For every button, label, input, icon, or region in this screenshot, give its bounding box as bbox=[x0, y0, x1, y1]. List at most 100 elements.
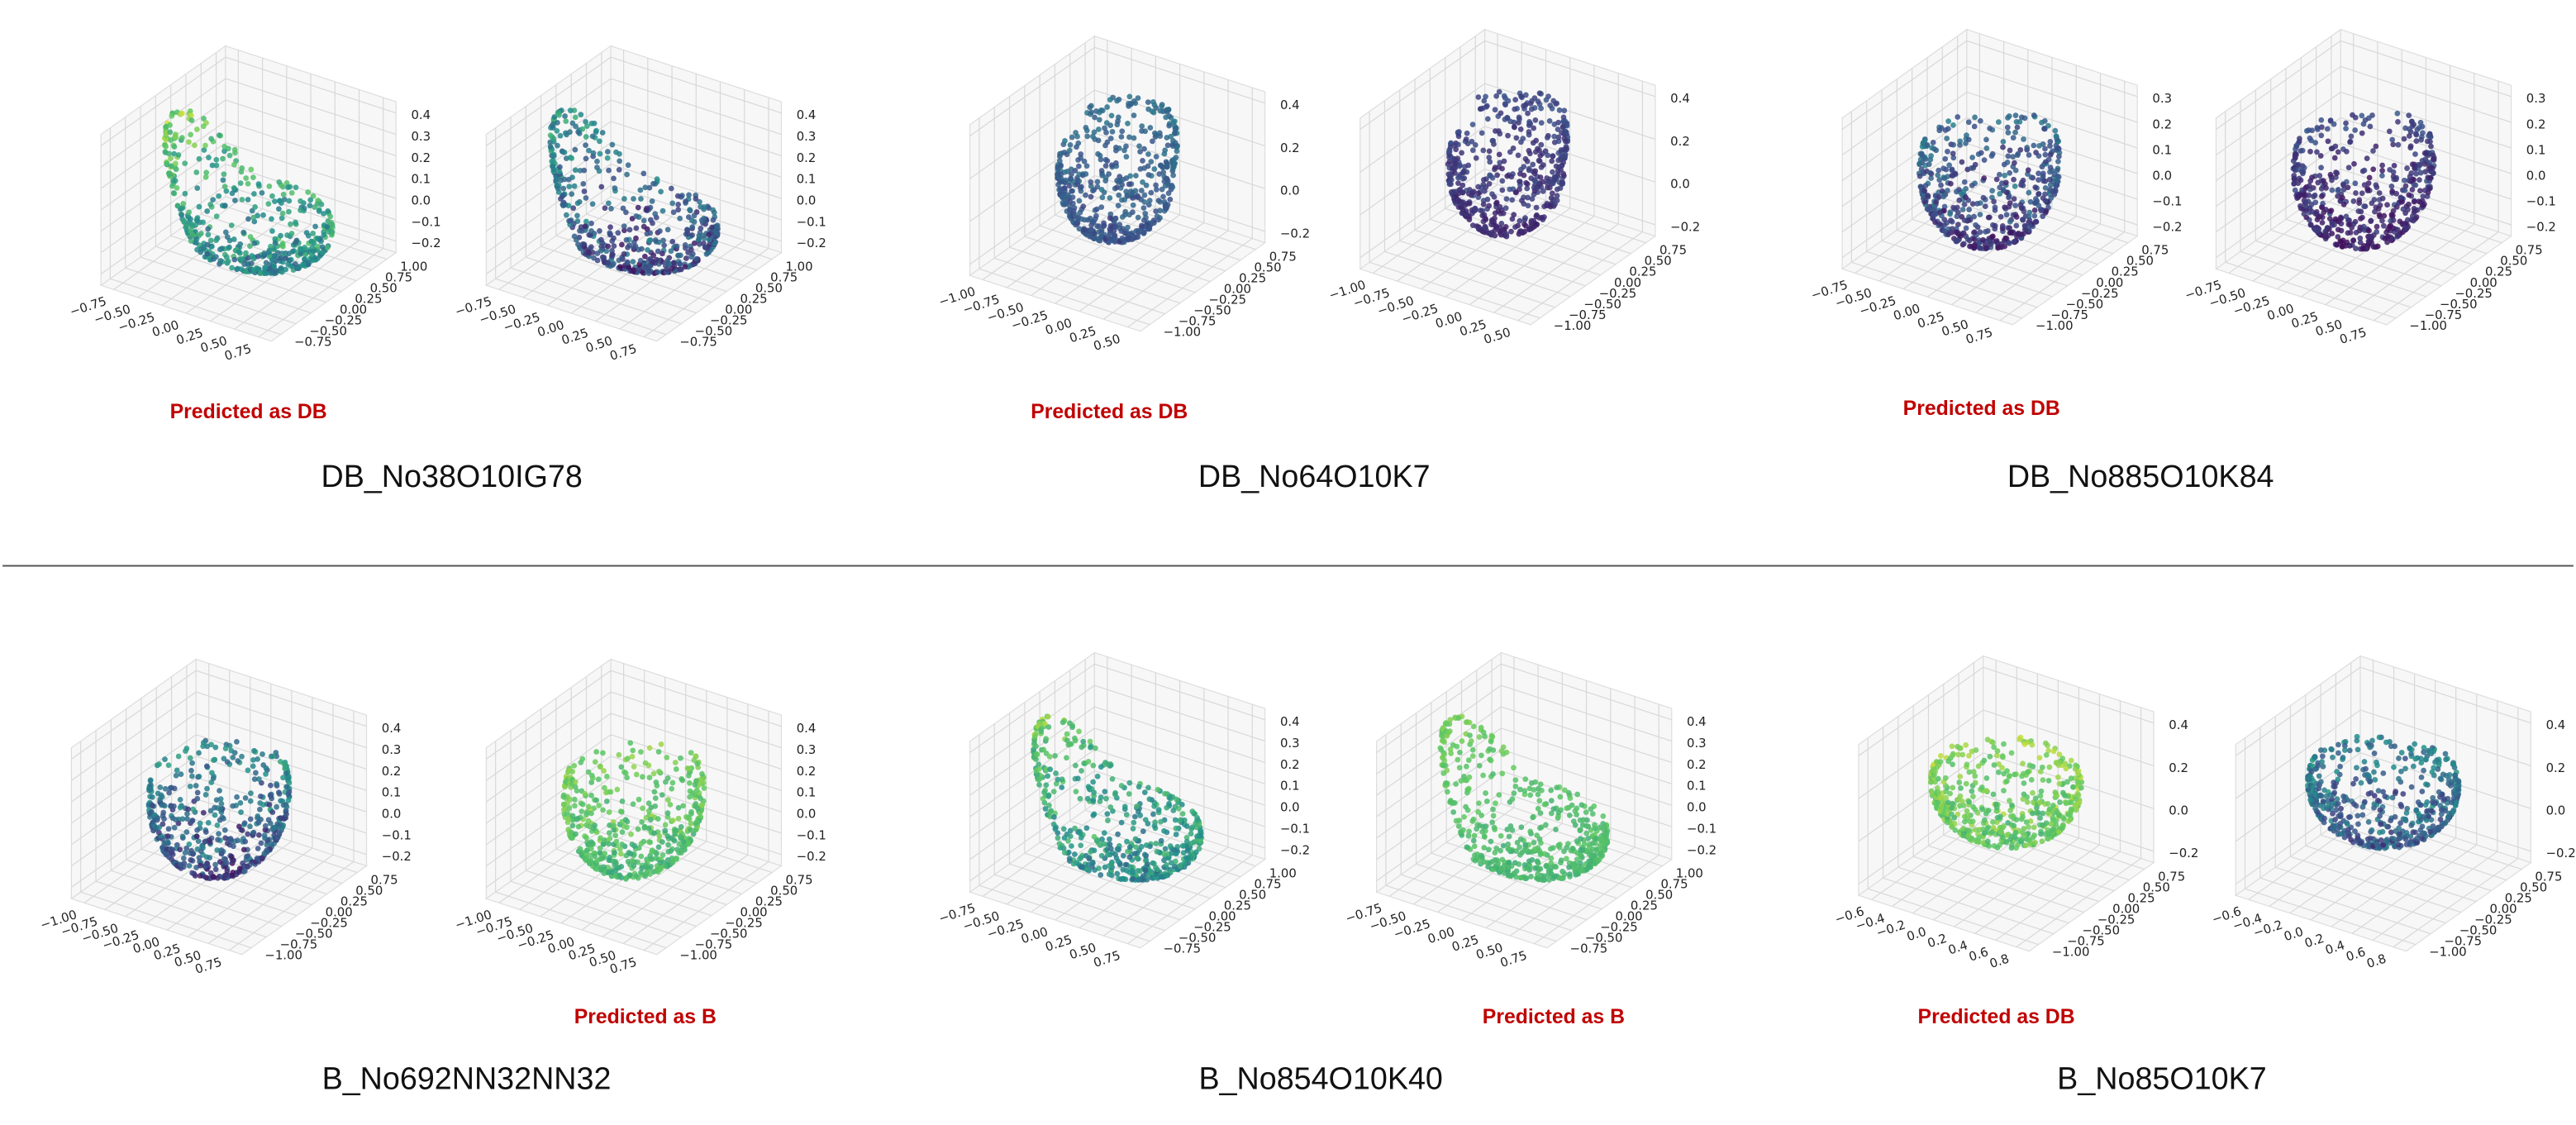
point bbox=[1505, 132, 1511, 139]
point bbox=[1125, 121, 1131, 126]
point bbox=[288, 231, 295, 236]
point bbox=[1140, 158, 1145, 164]
point bbox=[581, 167, 588, 174]
point bbox=[1983, 136, 1989, 143]
point bbox=[1133, 228, 1140, 234]
point bbox=[621, 196, 627, 202]
point bbox=[607, 855, 612, 860]
point bbox=[2328, 207, 2335, 214]
point bbox=[602, 205, 608, 212]
point bbox=[166, 170, 173, 177]
point bbox=[1996, 171, 2002, 178]
point bbox=[619, 841, 625, 847]
point bbox=[688, 750, 694, 756]
point bbox=[2381, 222, 2387, 229]
point bbox=[2360, 121, 2367, 127]
point bbox=[258, 817, 264, 822]
point bbox=[223, 188, 230, 194]
point bbox=[621, 769, 627, 775]
point bbox=[2366, 174, 2373, 181]
point bbox=[2007, 200, 2013, 206]
point bbox=[617, 808, 624, 815]
point bbox=[189, 760, 195, 766]
point bbox=[226, 244, 232, 250]
point bbox=[212, 861, 218, 868]
point bbox=[255, 265, 260, 272]
point bbox=[205, 241, 211, 248]
point bbox=[240, 229, 247, 236]
point bbox=[2335, 193, 2341, 199]
point bbox=[1533, 204, 1540, 211]
point bbox=[2379, 162, 2385, 169]
point bbox=[188, 131, 194, 138]
point bbox=[298, 207, 303, 213]
point bbox=[2413, 138, 2420, 144]
point bbox=[1075, 163, 1082, 169]
point bbox=[202, 792, 209, 798]
z-tick-label: 0.1 bbox=[411, 172, 431, 187]
point bbox=[2318, 117, 2325, 123]
point bbox=[1453, 146, 1459, 153]
point bbox=[2390, 174, 2397, 179]
point bbox=[265, 817, 272, 823]
point bbox=[216, 831, 221, 837]
point bbox=[182, 190, 188, 197]
point bbox=[1137, 149, 1143, 155]
point bbox=[146, 787, 153, 794]
point bbox=[174, 767, 180, 774]
point bbox=[1508, 228, 1514, 235]
point bbox=[221, 143, 228, 150]
point bbox=[683, 198, 688, 205]
point bbox=[561, 176, 568, 183]
point bbox=[2301, 164, 2307, 171]
point bbox=[196, 155, 202, 162]
point bbox=[210, 197, 216, 203]
point bbox=[669, 779, 676, 786]
point bbox=[160, 802, 166, 808]
point bbox=[180, 201, 187, 207]
point bbox=[207, 202, 214, 207]
point bbox=[220, 155, 226, 162]
point bbox=[645, 800, 652, 807]
point bbox=[640, 223, 647, 230]
point bbox=[1532, 117, 1539, 123]
point bbox=[228, 747, 235, 754]
point bbox=[2319, 193, 2325, 199]
point bbox=[1169, 165, 1176, 172]
point bbox=[1135, 877, 1141, 883]
point bbox=[161, 816, 167, 822]
point bbox=[282, 765, 288, 772]
point bbox=[248, 790, 254, 797]
point bbox=[2364, 185, 2371, 192]
point bbox=[1188, 831, 1194, 837]
point bbox=[2411, 198, 2417, 205]
point bbox=[633, 225, 640, 231]
point bbox=[646, 839, 652, 845]
point bbox=[231, 161, 237, 168]
point bbox=[186, 862, 193, 869]
point bbox=[217, 806, 224, 813]
point bbox=[255, 846, 261, 851]
point bbox=[1928, 170, 1935, 177]
point bbox=[216, 132, 222, 139]
point bbox=[1453, 188, 1459, 195]
point bbox=[1950, 150, 1956, 157]
point bbox=[2322, 231, 2329, 236]
point bbox=[272, 241, 279, 246]
point bbox=[1486, 155, 1493, 160]
point bbox=[571, 796, 578, 803]
point bbox=[213, 254, 219, 260]
point bbox=[2309, 174, 2315, 181]
point bbox=[179, 110, 185, 117]
point bbox=[573, 236, 579, 243]
point bbox=[647, 255, 654, 262]
point bbox=[1099, 107, 1106, 114]
point bbox=[640, 217, 647, 224]
point bbox=[2001, 161, 2007, 168]
point bbox=[2407, 143, 2414, 150]
point bbox=[2321, 178, 2326, 184]
point bbox=[2414, 207, 2421, 213]
grid-line bbox=[969, 46, 1095, 136]
point bbox=[1517, 217, 1523, 224]
point bbox=[262, 265, 269, 271]
